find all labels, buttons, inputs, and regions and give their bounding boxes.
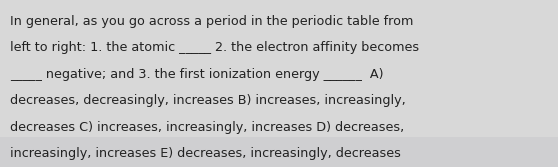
Text: In general, as you go across a period in the periodic table from: In general, as you go across a period in… [10, 15, 413, 28]
Text: decreases C) increases, increasingly, increases D) decreases,: decreases C) increases, increasingly, in… [10, 121, 405, 134]
Text: decreases, decreasingly, increases B) increases, increasingly,: decreases, decreasingly, increases B) in… [10, 94, 406, 107]
Text: increasingly, increases E) decreases, increasingly, decreases: increasingly, increases E) decreases, in… [10, 147, 401, 160]
Text: _____ negative; and 3. the first ionization energy ______  A): _____ negative; and 3. the first ionizat… [10, 68, 383, 81]
Text: left to right: 1. the atomic _____ 2. the electron affinity becomes: left to right: 1. the atomic _____ 2. th… [10, 41, 419, 54]
Bar [0, 137, 558, 167]
